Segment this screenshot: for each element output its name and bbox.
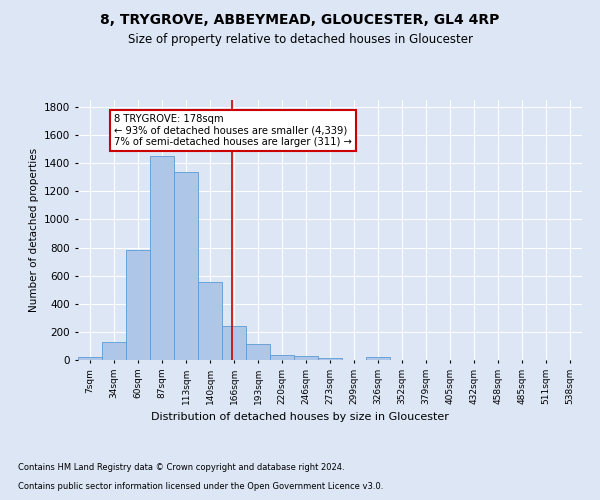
Y-axis label: Number of detached properties: Number of detached properties [29,148,38,312]
Bar [222,326,246,360]
Bar [150,156,174,360]
Bar [366,357,390,360]
Text: Contains HM Land Registry data © Crown copyright and database right 2024.: Contains HM Land Registry data © Crown c… [18,464,344,472]
Bar [126,250,150,360]
Bar [318,358,342,360]
Text: 8 TRYGROVE: 178sqm
← 93% of detached houses are smaller (4,339)
7% of semi-detac: 8 TRYGROVE: 178sqm ← 93% of detached hou… [114,114,352,148]
Text: Contains public sector information licensed under the Open Government Licence v3: Contains public sector information licen… [18,482,383,491]
Bar [174,172,198,360]
Text: Size of property relative to detached houses in Gloucester: Size of property relative to detached ho… [128,32,473,46]
Bar [102,342,126,360]
Bar [270,355,294,360]
Bar [294,356,318,360]
Bar [246,344,270,360]
Text: Distribution of detached houses by size in Gloucester: Distribution of detached houses by size … [151,412,449,422]
Text: 8, TRYGROVE, ABBEYMEAD, GLOUCESTER, GL4 4RP: 8, TRYGROVE, ABBEYMEAD, GLOUCESTER, GL4 … [100,12,500,26]
Bar [198,282,222,360]
Bar [78,357,102,360]
